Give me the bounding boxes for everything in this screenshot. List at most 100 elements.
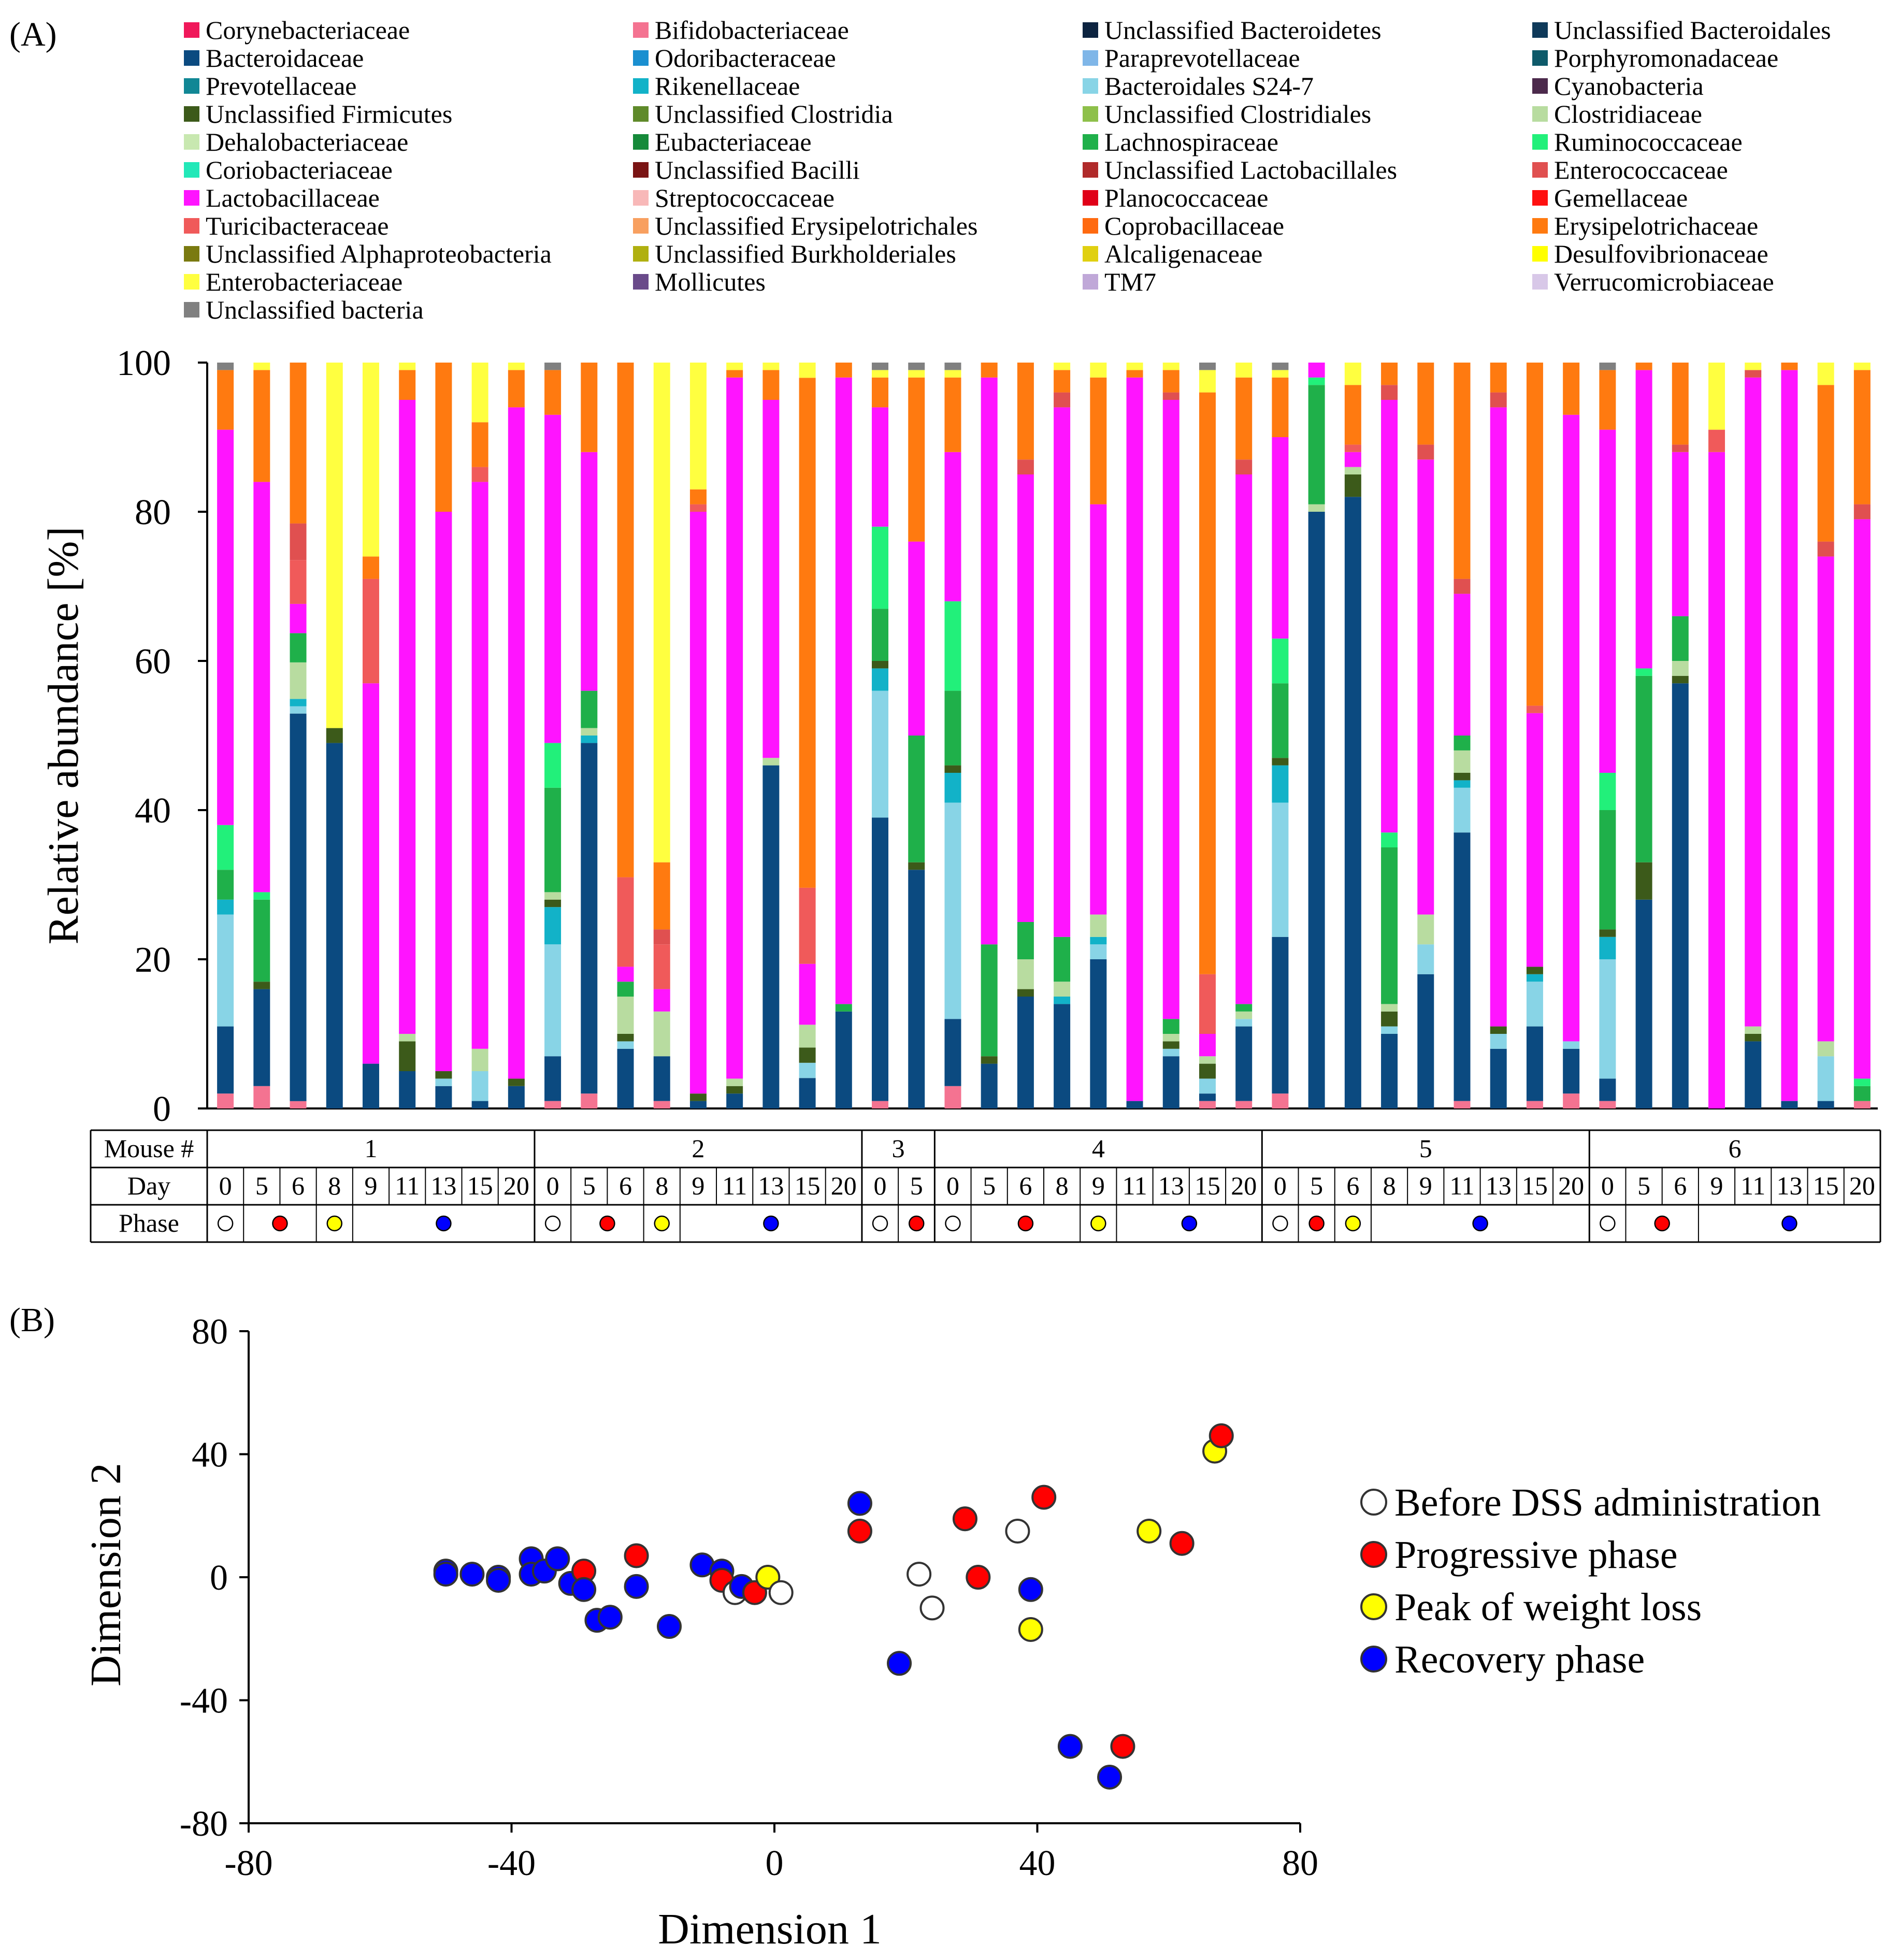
- bar-segment-bacteroidales-s24-7: [544, 944, 562, 1057]
- table-mouse-number: 1: [364, 1134, 377, 1163]
- bar-segment-bifidobacteriaceae: [653, 1101, 670, 1108]
- bar-segment-ruminococcaceae: [544, 743, 562, 788]
- bar-segment-bacteroidaceae: [1308, 512, 1325, 1108]
- scatter-x-tick-label: -80: [224, 1843, 272, 1883]
- scatter-point-recovery: [459, 1562, 485, 1587]
- bar-segment-bacteroidaceae: [1344, 497, 1361, 1109]
- panel-a: (A) Corynebacteriaceae Bifidobacteriaceae…: [9, 16, 1881, 1243]
- bar-segment-clostridiaceae: [763, 758, 780, 766]
- bar-segment-bacteroidaceae: [1090, 959, 1107, 1108]
- bar-mouse-2-day-6: [617, 363, 634, 1108]
- bar-mouse-5-day-20: [1563, 363, 1580, 1108]
- bar-segment-enterococcaceae: [1490, 392, 1507, 408]
- bar-segment-lachnospiraceae: [1599, 810, 1616, 930]
- legend-label-unclassified-bacteria: Unclassified bacteria: [206, 295, 424, 324]
- scatter-y-tick-label: -80: [180, 1804, 228, 1844]
- bar-segment-clostridiaceae: [1054, 982, 1071, 997]
- table-day-label: 13: [758, 1171, 784, 1200]
- bar-segment-lachnospiraceae: [253, 899, 270, 982]
- bar-segment-turicibacteraceae: [1199, 974, 1216, 1034]
- legend-label-unclassified-bacilli: Unclassified Bacilli: [655, 155, 860, 184]
- legend-label-unclassified-erysipelotrichales: Unclassified Erysipelotrichales: [655, 211, 977, 240]
- legend-label-corynebacteriaceae: Corynebacteriaceae: [206, 16, 410, 45]
- bar-mouse-5-day-11: [1454, 363, 1471, 1108]
- bar-segment-unclassified-firmicutes: [1381, 1011, 1398, 1027]
- bar-segment-clostridiaceae: [1308, 504, 1325, 512]
- scatter-legend-marker-peak: [1360, 1593, 1387, 1620]
- bar-mouse-4-day-20: [1235, 363, 1253, 1108]
- bar-segment-erysipelotrichaceae: [1490, 363, 1507, 393]
- bar-mouse-1-day-15: [471, 363, 488, 1108]
- bar-segment-rikenellaceae: [1054, 997, 1071, 1004]
- scatter-y-tick-label: 40: [192, 1435, 228, 1475]
- bar-segment-erysipelotrichaceae: [1853, 370, 1871, 505]
- bar-segment-turicibacteraceae: [799, 887, 816, 964]
- legend-label-unclassified-alphaproteobacteria: Unclassified Alphaproteobacteria: [206, 239, 552, 268]
- bar-segment-clostridiaceae: [1090, 914, 1107, 937]
- table-day-label: 20: [831, 1171, 857, 1200]
- scatter-ticks: -80 -40 0 40 80 80 40 0 -40 -80: [180, 1312, 1318, 1883]
- legend-label-enterobacteriaceae: Enterobacteriaceae: [206, 267, 402, 296]
- bar-segment-clostridiaceae: [1454, 750, 1471, 773]
- bar-mouse-2-day-5: [581, 363, 598, 1108]
- legend-swatch-gemellaceae: [1532, 190, 1548, 206]
- bar-segment-bifidobacteriaceae: [872, 1101, 889, 1108]
- table-day-label: 0: [1601, 1171, 1614, 1200]
- table-day-label: 20: [503, 1171, 529, 1200]
- table-phase-dot-before: [544, 1215, 561, 1232]
- bar-segment-unclassified-firmicutes: [872, 661, 889, 669]
- table-day-label: 15: [795, 1171, 821, 1200]
- bar-segment-bacteroidales-s24-7: [1817, 1056, 1834, 1101]
- bar-segment-erysipelotrichaceae: [1563, 363, 1580, 415]
- bar-mouse-3-day-0: [872, 363, 889, 1108]
- table-day-label: 0: [874, 1171, 887, 1200]
- scatter-point-progressive: [1169, 1531, 1195, 1556]
- bar-segment-lactobacillaceae: [1454, 594, 1471, 736]
- scatter-point-before: [907, 1562, 932, 1587]
- legend-swatch-tm7: [1083, 274, 1098, 290]
- bar-segment-bacteroidaceae: [1199, 1093, 1216, 1101]
- bar-segment-bacteroidales-s24-7: [1272, 802, 1289, 937]
- bar-segment-bifidobacteriaceae: [1853, 1101, 1871, 1108]
- bar-segment-enterococcaceae: [1672, 444, 1689, 452]
- panel-a-legend: Corynebacteriaceae Bifidobacteriaceae Uncl…: [184, 16, 1831, 324]
- table-phase-dot-peak: [326, 1215, 343, 1232]
- bar-segment-bacteroidaceae: [508, 1086, 525, 1108]
- table-day-label: 0: [946, 1171, 959, 1200]
- legend-label-enterococcaceae: Enterococcaceae: [1554, 155, 1728, 184]
- bar-segment-lachnospiraceae: [1308, 385, 1325, 505]
- bar-segment-erysipelotrichaceae: [1526, 363, 1543, 706]
- table-row-label-day: Day: [127, 1171, 170, 1200]
- legend-swatch-clostridiaceae: [1532, 106, 1548, 122]
- bar-segment-ruminococcaceae: [1635, 668, 1652, 676]
- bar-segment-lactobacillaceae: [617, 967, 634, 982]
- bar-segment-clostridiaceae: [1235, 1011, 1253, 1019]
- bar-segment-lactobacillaceae: [290, 603, 307, 633]
- bar-segment-bacteroidaceae: [981, 1063, 998, 1108]
- bar-segment-bifidobacteriaceae: [1599, 1101, 1616, 1108]
- legend-swatch-lactobacillaceae: [184, 190, 199, 206]
- bar-segment-ruminococcaceae: [1599, 773, 1616, 810]
- bar-segment-bifidobacteriaceae: [1563, 1093, 1580, 1108]
- table-phase-dot-peak: [654, 1215, 670, 1232]
- bar-segment-erysipelotrichaceae: [1272, 377, 1289, 437]
- bar-segment-lactobacillaceae: [1563, 414, 1580, 1042]
- scatter-y-axis-title: Dimension 2: [82, 1463, 130, 1687]
- bar-segment-turicibacteraceae: [1344, 444, 1361, 452]
- bar-segment-enterobacteriaceae: [1745, 363, 1762, 370]
- bar-mouse-1-day-20: [508, 363, 525, 1108]
- bar-segment-bacteroidaceae: [689, 1101, 707, 1108]
- bar-segment-erysipelotrichaceae: [981, 363, 998, 378]
- bar-segment-lactobacillaceae: [1817, 556, 1834, 1042]
- bar-segment-ruminococcaceae: [944, 601, 961, 691]
- bar-segment-enterococcaceae: [1745, 370, 1762, 378]
- bar-segment-bacteroidales-s24-7: [872, 690, 889, 818]
- bar-segment-bacteroidaceae: [1054, 1004, 1071, 1108]
- bar-segment-enterobacteriaceae: [1235, 363, 1253, 378]
- bar-segment-erysipelotrichaceae: [1381, 363, 1398, 385]
- bar-segment-erysipelotrichaceae: [1672, 363, 1689, 445]
- scatter-point-before: [1005, 1518, 1030, 1544]
- bar-segment-lachnospiraceae: [1454, 736, 1471, 751]
- table-day-label: 8: [655, 1171, 668, 1200]
